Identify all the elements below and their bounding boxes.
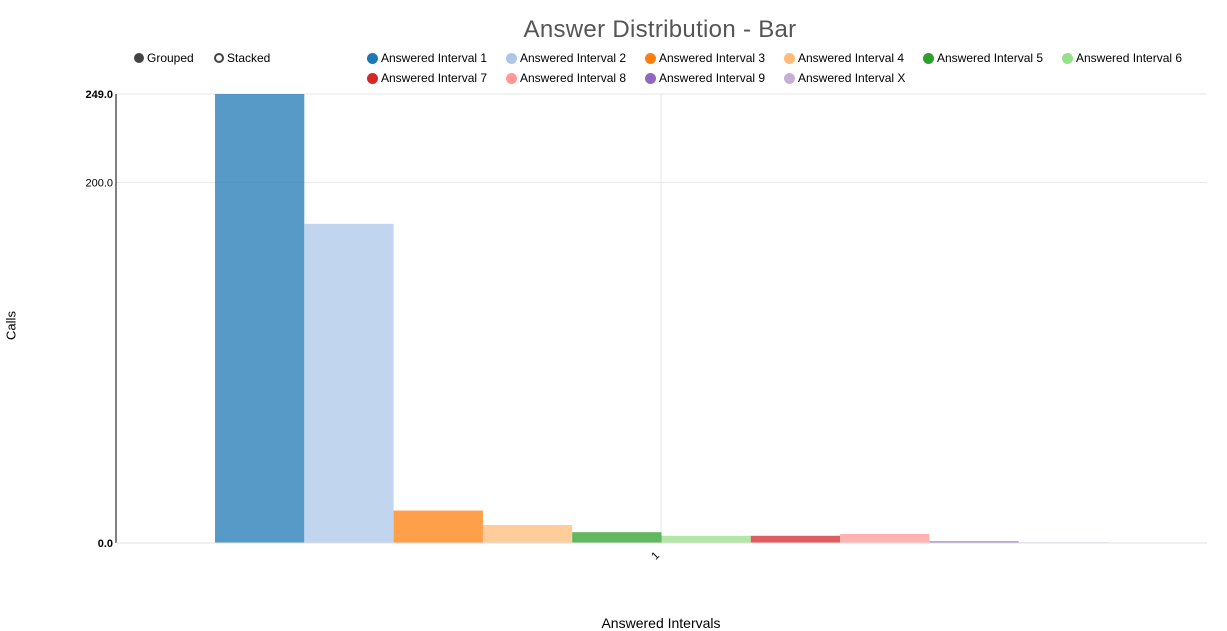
legend-swatch-icon	[645, 52, 656, 64]
legend-item[interactable]: Answered Interval 8	[506, 71, 626, 85]
stacked-option[interactable]: Stacked	[214, 51, 270, 65]
bar-7	[750, 535, 841, 543]
legend-item[interactable]: Answered Interval 7	[367, 71, 487, 85]
legend-label: Answered Interval 9	[659, 71, 766, 85]
bar-5	[572, 532, 662, 543]
legend-label: Answered Interval X	[798, 71, 906, 85]
y-tick-label: 200.0	[85, 177, 113, 189]
legend-label: Answered Interval 1	[381, 51, 488, 65]
legend-item[interactable]: Answered Interval 6	[1062, 51, 1182, 65]
legend-swatch-icon	[923, 52, 934, 64]
legend-swatch-icon	[367, 72, 378, 84]
legend-swatch-icon	[506, 52, 517, 64]
legend-item[interactable]: Answered Interval 2	[506, 51, 626, 65]
legend-swatch-icon	[506, 72, 517, 84]
grouped-radio-icon	[134, 53, 144, 63]
grouped-option[interactable]: Grouped	[134, 51, 194, 65]
legend-item[interactable]: Answered Interval 1	[367, 51, 487, 65]
chart-title: Answer Distribution - Bar	[523, 16, 797, 43]
legend-swatch-icon	[1062, 52, 1073, 64]
stacked-label: Stacked	[227, 51, 271, 65]
bar-3	[393, 510, 483, 543]
legend-swatch-icon	[784, 52, 795, 64]
legend-label: Answered Interval 2	[520, 51, 627, 65]
legend-label: Answered Interval 5	[937, 51, 1044, 65]
stacked-radio-icon	[214, 53, 224, 63]
legend-item[interactable]: Answered Interval 9	[645, 71, 765, 85]
legend-label: Answered Interval 6	[1076, 51, 1183, 65]
grouped-label: Grouped	[147, 51, 194, 65]
legend-swatch-icon	[784, 72, 795, 84]
legend-label: Answered Interval 3	[659, 51, 766, 65]
bar-1	[215, 94, 305, 543]
legend-label: Answered Interval 7	[381, 71, 488, 85]
legend-item[interactable]: Answered Interval 5	[923, 51, 1043, 65]
legend-label: Answered Interval 4	[798, 51, 905, 65]
y-tick-label: 249.0	[85, 89, 113, 101]
bar-4	[482, 524, 573, 543]
bar-9	[929, 541, 1019, 543]
legend-swatch-icon	[367, 52, 378, 64]
legend-item[interactable]: Answered Interval 3	[645, 51, 765, 65]
legend-item[interactable]: Answered Interval X	[784, 71, 905, 85]
bar-6	[661, 535, 751, 543]
legend-item[interactable]: Answered Interval 4	[784, 51, 904, 65]
bar-8	[840, 533, 930, 543]
legend-label: Answered Interval 8	[520, 71, 627, 85]
x-axis-title: Answered Intervals	[601, 615, 721, 631]
x-tick-label: 1	[649, 550, 662, 563]
y-tick-label: 0.0	[98, 538, 113, 550]
bar-2	[304, 223, 394, 543]
y-axis-title: Calls	[3, 311, 19, 340]
legend-swatch-icon	[645, 72, 656, 84]
